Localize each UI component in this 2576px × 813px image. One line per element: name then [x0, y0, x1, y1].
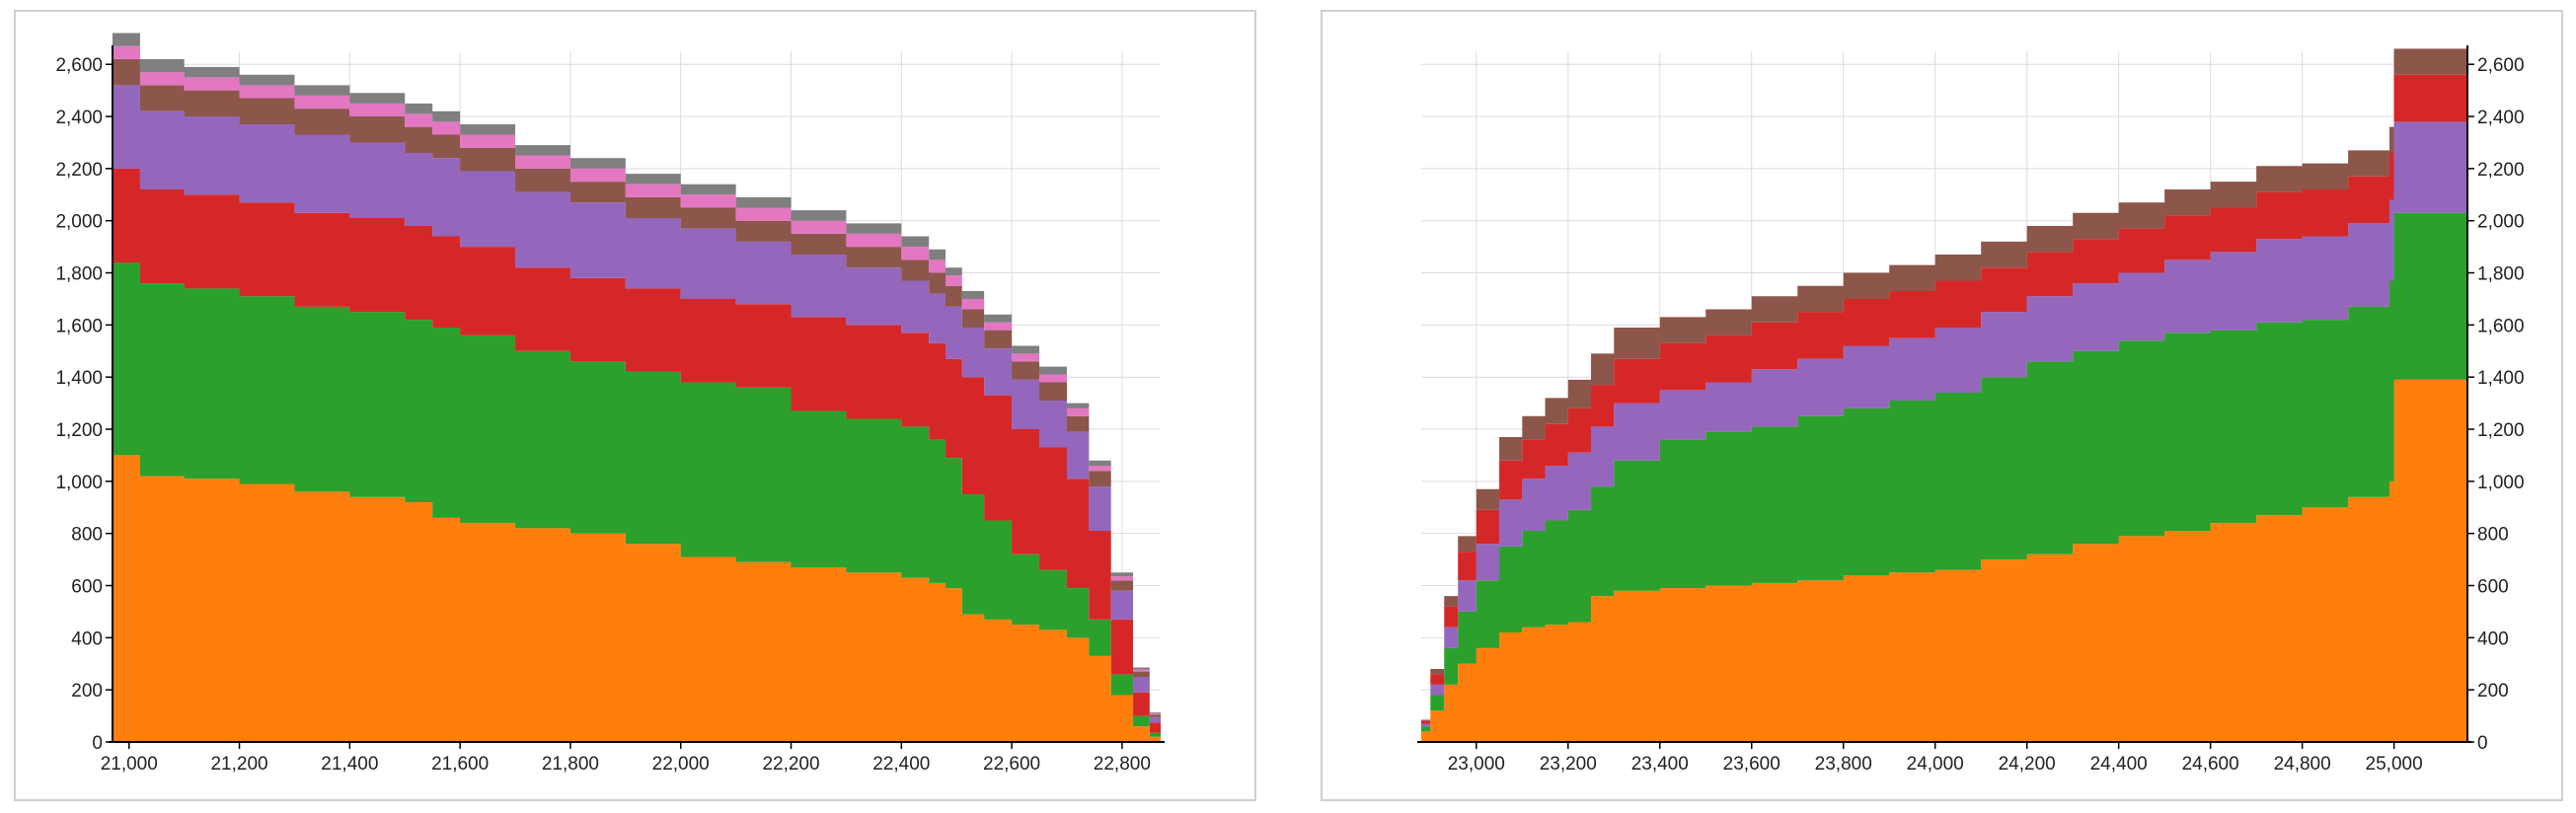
x-tick-label: 21,800 [542, 754, 599, 775]
y-tick-label: 1,000 [2477, 473, 2525, 493]
right-stacked-area-chart-panel: 0 200 400 600 800 1,000 1,200 1,400 1,600 1,800 2,… [1321, 10, 2563, 801]
y-tick-label: 2,200 [2477, 160, 2525, 181]
x-tick-label: 21,000 [101, 754, 158, 775]
y-tick-label: 1,400 [55, 368, 103, 389]
area-series-green [1421, 207, 2467, 732]
left-chart-panel: 0 200 400 600 800 1,000 1,200 1,400 1,600 1,800 2,… [14, 10, 1256, 801]
x-tick-label: 21,200 [210, 754, 267, 775]
area-series-purple [113, 85, 1161, 736]
area-series-orange [1421, 374, 2467, 742]
y-tick-label: 1,200 [55, 420, 103, 441]
y-tick-label: 1,800 [55, 264, 103, 285]
y-tick-label: 1,800 [2477, 264, 2525, 285]
y-tick-label: 800 [71, 525, 103, 546]
y-tick-label: 2,000 [55, 212, 103, 233]
x-tick-label: 25,000 [2366, 754, 2423, 775]
x-tick-label: 23,000 [1448, 754, 1505, 775]
y-tick-label: 600 [2477, 577, 2509, 598]
y-tick-label: 200 [2477, 681, 2509, 702]
area-series-purple [1421, 113, 2467, 727]
x-tick-label: 23,600 [1723, 754, 1780, 775]
y-tick-label: 600 [71, 577, 103, 598]
y-tick-label: 0 [92, 733, 103, 754]
area-series-brown [1421, 40, 2467, 721]
y-tick-label: 2,400 [55, 108, 103, 128]
y-tick-label: 2,600 [55, 55, 103, 76]
y-tick-label: 1,600 [2477, 316, 2525, 336]
x-tick-label: 24,000 [1907, 754, 1964, 775]
x-tick-label: 21,600 [431, 754, 489, 775]
area-series-red [113, 168, 1161, 739]
x-tick-label: 23,800 [1815, 754, 1872, 775]
y-tick-label: 2,000 [2477, 212, 2525, 233]
x-tick-label: 23,400 [1631, 754, 1689, 775]
y-tick-label: 1,400 [2477, 368, 2525, 389]
y-tick-label: 1,000 [55, 473, 103, 493]
x-tick-label: 24,400 [2090, 754, 2148, 775]
x-tick-label: 22,800 [1094, 754, 1151, 775]
x-tick-label: 22,400 [872, 754, 930, 775]
x-tick-label: 21,400 [321, 754, 378, 775]
x-tick-label: 24,600 [2182, 754, 2239, 775]
y-tick-label: 0 [2477, 733, 2488, 754]
y-tick-label: 2,200 [55, 160, 103, 181]
y-tick-label: 400 [71, 628, 103, 649]
y-tick-label: 1,600 [55, 316, 103, 336]
x-tick-label: 22,200 [762, 754, 819, 775]
y-tick-label: 2,400 [2477, 108, 2525, 128]
y-tick-label: 200 [71, 681, 103, 702]
x-tick-label: 22,600 [983, 754, 1040, 775]
x-tick-label: 24,800 [2274, 754, 2331, 775]
x-tick-label: 22,000 [652, 754, 710, 775]
area-series-green [113, 261, 1161, 740]
right-stacked-area-chart: 0 200 400 600 800 1,000 1,200 1,400 1,600 1,800 2,… [1417, 40, 2525, 775]
y-tick-label: 1,200 [2477, 420, 2525, 441]
y-tick-label: 800 [2477, 525, 2509, 546]
y-tick-label: 2,600 [2477, 55, 2525, 76]
area-series-red [1421, 66, 2467, 724]
left-stacked-area-chart: 0 200 400 600 800 1,000 1,200 1,400 1,600 1,800 2,… [55, 33, 1165, 775]
y-tick-label: 400 [2477, 628, 2509, 649]
x-tick-label: 23,200 [1540, 754, 1597, 775]
x-tick-label: 24,200 [1999, 754, 2056, 775]
area-series-orange [113, 455, 1161, 742]
